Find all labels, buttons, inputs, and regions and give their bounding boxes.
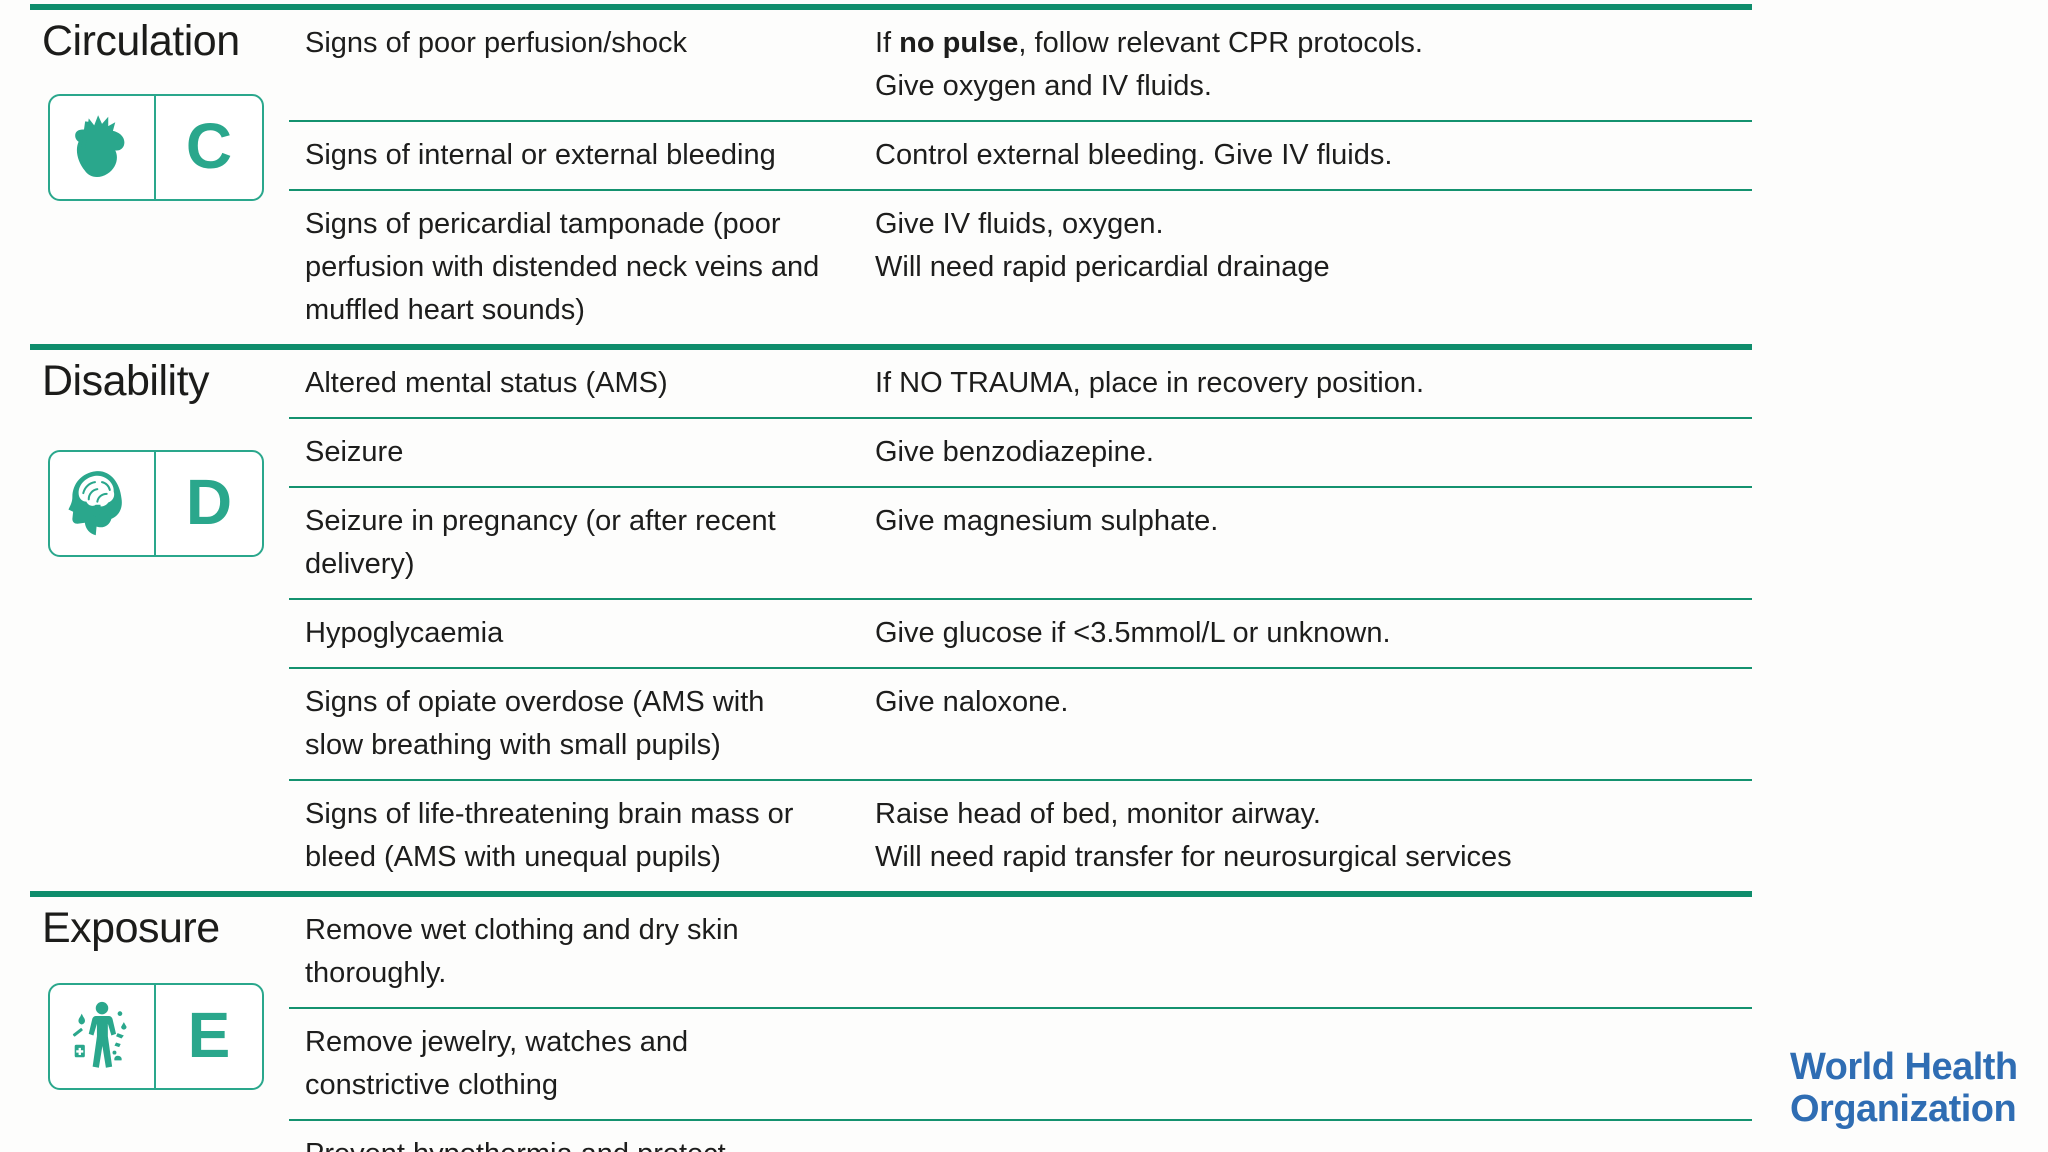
action-cell: Give benzodiazepine. <box>875 419 1752 486</box>
table-row: Signs of pericardial tamponade (poor per… <box>289 189 1752 344</box>
disability-letter: D <box>185 465 233 538</box>
brain-icon <box>50 452 156 555</box>
table-row: Remove wet clothing and dry skin thoroug… <box>289 897 1752 1007</box>
section-disability: Disability <box>30 344 1752 891</box>
who-logo-text: World Health Organization <box>1790 1046 2018 1130</box>
action-cell: Raise head of bed, monitor airway. Will … <box>875 781 1752 891</box>
action-cell <box>875 1009 1752 1119</box>
action-cell: If no pulse, follow relevant CPR protoco… <box>875 10 1752 120</box>
action-line: Give benzodiazepine. <box>875 436 1154 468</box>
action-cell <box>875 897 1752 1007</box>
action-cell: Control external bleeding. Give IV fluid… <box>875 122 1752 189</box>
circulation-header: Circulation C <box>30 10 289 344</box>
exposure-body-icon <box>50 985 156 1088</box>
sign-cell: Remove jewelry, watches and constrictive… <box>305 1026 689 1101</box>
action-line: If NO TRAUMA, place in recovery position… <box>875 367 1425 399</box>
action-line: Will need rapid pericardial drainage <box>875 251 1330 283</box>
section-title-disability: Disability <box>42 357 210 405</box>
table-row: Remove jewelry, watches and constrictive… <box>289 1007 1752 1119</box>
table-row: Seizure Give benzodiazepine. <box>289 417 1752 486</box>
action-line: Give IV fluids, oxygen. <box>875 208 1164 240</box>
table-row: Signs of opiate overdose (AMS with slow … <box>289 667 1752 779</box>
action-line: Give oxygen and IV fluids. <box>875 70 1212 102</box>
circulation-rows: Signs of poor perfusion/shock If no puls… <box>289 10 1752 344</box>
table-row: Signs of life-threatening brain mass or … <box>289 779 1752 891</box>
section-circulation: Circulation C Signs of poor perfusion/sh… <box>30 4 1752 344</box>
disability-rows: Altered mental status (AMS) If NO TRAUMA… <box>289 350 1752 891</box>
section-title-circulation: Circulation <box>42 17 240 65</box>
exposure-icon-box: E <box>48 983 264 1090</box>
table-row: Seizure in pregnancy (or after recent de… <box>289 486 1752 598</box>
exposure-header: Exposure <box>30 897 289 1152</box>
sign-cell: Seizure <box>305 436 404 468</box>
action-line: Give naloxone. <box>875 686 1069 718</box>
action-line: If no pulse, follow relevant CPR protoco… <box>875 27 1423 59</box>
who-logo-line1: World Health <box>1790 1046 2018 1088</box>
sign-cell: Hypoglycaemia <box>305 617 504 649</box>
action-cell: Give IV fluids, oxygen. Will need rapid … <box>875 191 1752 344</box>
action-line: Give magnesium sulphate. <box>875 505 1219 537</box>
sign-cell: Seizure in pregnancy (or after recent de… <box>305 505 776 580</box>
action-line: Will need rapid transfer for neurosurgic… <box>875 841 1512 873</box>
action-cell: Give naloxone. <box>875 669 1752 779</box>
section-exposure: Exposure <box>30 891 1752 1152</box>
sign-cell: Remove wet clothing and dry skin thoroug… <box>305 914 739 989</box>
section-title-exposure: Exposure <box>42 904 220 952</box>
sign-cell: Signs of poor perfusion/shock <box>305 27 688 59</box>
action-line: Raise head of bed, monitor airway. <box>875 798 1321 830</box>
sign-cell: Signs of life-threatening brain mass or … <box>305 798 794 873</box>
action-cell <box>875 1121 1752 1152</box>
action-cell: Give glucose if <3.5mmol/L or unknown. <box>875 600 1752 667</box>
disability-icon-box: D <box>48 450 264 557</box>
disability-header: Disability <box>30 350 289 891</box>
action-cell: If NO TRAUMA, place in recovery position… <box>875 350 1752 417</box>
table-row: Signs of internal or external bleeding C… <box>289 120 1752 189</box>
sign-cell: Prevent hypothermia and protect modesty. <box>289 1121 875 1152</box>
heart-icon <box>50 96 156 199</box>
sign-cell: Signs of opiate overdose (AMS with slow … <box>305 686 765 761</box>
sign-cell: Signs of internal or external bleeding <box>305 139 776 171</box>
exposure-rows: Remove wet clothing and dry skin thoroug… <box>289 897 1752 1152</box>
circulation-letter: C <box>185 109 233 182</box>
sign-cell: Altered mental status (AMS) <box>305 367 668 399</box>
table-row: Hypoglycaemia Give glucose if <3.5mmol/L… <box>289 598 1752 667</box>
sign-cell: Signs of pericardial tamponade (poor per… <box>305 208 820 326</box>
table-row: Altered mental status (AMS) If NO TRAUMA… <box>289 350 1752 417</box>
action-cell: Give magnesium sulphate. <box>875 488 1752 598</box>
who-logo-line2: Organization <box>1790 1088 2017 1130</box>
abcde-table: Circulation C Signs of poor perfusion/sh… <box>30 4 1752 1152</box>
exposure-letter: E <box>187 998 231 1071</box>
circulation-icon-box: C <box>48 94 264 201</box>
action-line: Give glucose if <3.5mmol/L or unknown. <box>875 617 1391 649</box>
table-row: Prevent hypothermia and protect modesty. <box>289 1119 1752 1152</box>
table-row: Signs of poor perfusion/shock If no puls… <box>289 10 1752 120</box>
action-line: Control external bleeding. Give IV fluid… <box>875 139 1393 171</box>
